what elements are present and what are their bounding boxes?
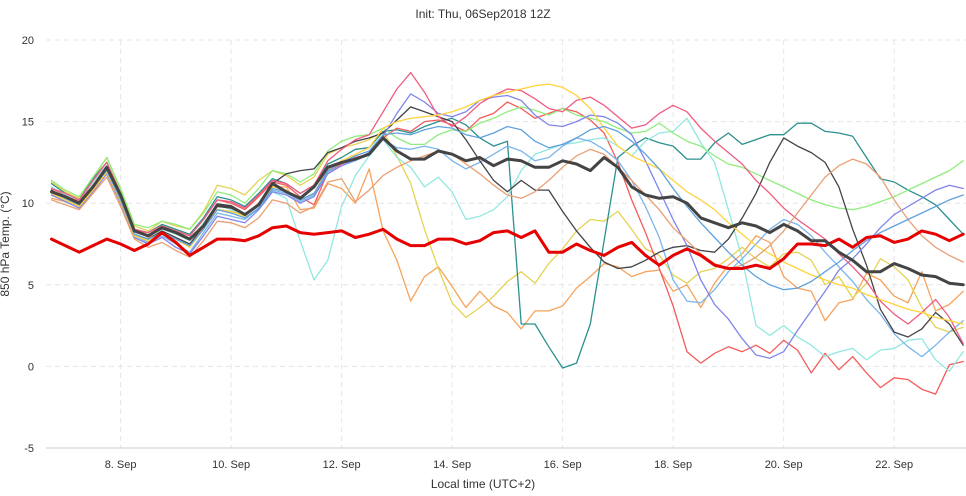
series-line — [50, 106, 964, 230]
series-line — [50, 93, 964, 359]
axis-layer: -5 0 5 10 15 20 8. Sep 10. Sep 12. Sep 14. Sep 16.… — [22, 35, 966, 471]
series-line — [50, 125, 964, 291]
series-line — [50, 137, 964, 358]
series-line — [50, 168, 964, 330]
series-layer — [50, 71, 965, 395]
x-axis-title: Local time (UTC+2) — [431, 477, 535, 491]
series-line — [50, 117, 964, 372]
series-line — [50, 130, 964, 333]
y-tick-label: 10 — [22, 198, 34, 210]
series-line — [50, 148, 964, 270]
y-axis-title: 850 hPa Temp. (°C) — [0, 191, 12, 296]
series-line — [50, 117, 964, 369]
series-line — [50, 83, 964, 325]
y-tick-label: 20 — [22, 35, 34, 47]
x-tick-label: 8. Sep — [105, 459, 137, 471]
series-line — [50, 71, 964, 345]
x-tick-label: 16. Sep — [544, 459, 582, 471]
grid-layer — [46, 39, 966, 449]
x-tick-label: 12. Sep — [323, 459, 361, 471]
x-tick-label: 20. Sep — [765, 459, 803, 471]
series-line — [50, 136, 965, 287]
y-tick-label: 0 — [28, 361, 34, 373]
y-tick-label: 15 — [22, 117, 34, 129]
series-line — [50, 224, 965, 270]
x-tick-label: 14. Sep — [433, 459, 471, 471]
x-tick-label: 22. Sep — [875, 459, 913, 471]
x-tick-label: 18. Sep — [654, 459, 692, 471]
x-tick-label: 10. Sep — [212, 459, 250, 471]
chart-title: Init: Thu, 06Sep2018 12Z — [415, 7, 550, 21]
y-tick-label: -5 — [24, 443, 34, 455]
y-tick-label: 5 — [28, 280, 34, 292]
